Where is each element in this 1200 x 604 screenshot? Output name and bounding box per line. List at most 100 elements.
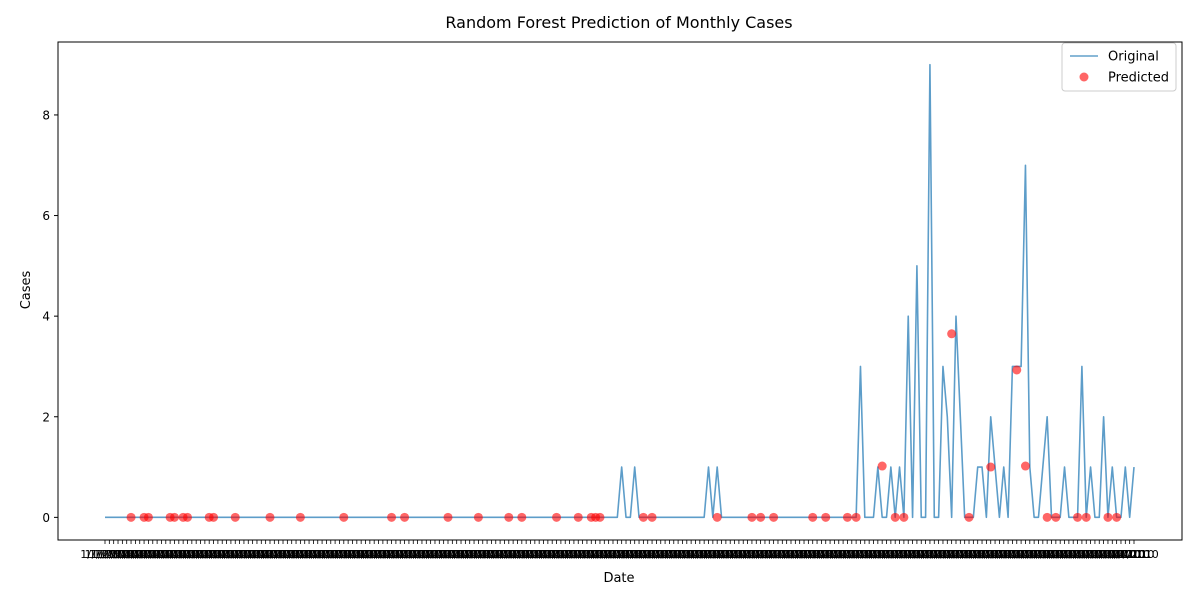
predicted-point [1103, 512, 1113, 522]
x-tick-label: 1/1/2010 [901, 548, 950, 561]
x-tick-label: 1/1/2010 [432, 548, 481, 561]
x-tick-label: 1/1/2010 [232, 548, 281, 561]
predicted-point [143, 512, 153, 522]
x-tick-label: 1/1/2010 [554, 548, 603, 561]
x-tick-label: 1/1/2010 [1018, 548, 1067, 561]
x-tick-label: 1/1/2010 [501, 548, 550, 561]
x-tick-label: 1/1/2010 [128, 548, 177, 561]
x-tick-label: 1/1/2010 [310, 548, 359, 561]
predicted-point [756, 512, 766, 522]
x-tick-label: 1/1/2010 [957, 548, 1006, 561]
y-tick-label: 2 [42, 410, 50, 424]
x-tick-label: 1/1/2010 [610, 548, 659, 561]
x-tick-label: 1/1/2010 [814, 548, 863, 561]
predicted-point [638, 512, 648, 522]
x-tick-label: 1/1/2010 [640, 548, 689, 561]
x-tick-label: 1/1/2010 [962, 548, 1011, 561]
x-tick-label: 1/1/2010 [840, 548, 889, 561]
predicted-point [1112, 512, 1122, 522]
x-tick-label: 1/1/2010 [766, 548, 815, 561]
x-tick-label: 1/1/2010 [593, 548, 642, 561]
x-tick-label: 1/1/2010 [245, 548, 294, 561]
x-tick-label: 1/1/2010 [849, 548, 898, 561]
x-tick-label: 1/1/2010 [445, 548, 494, 561]
x-tick-label: 1/1/2010 [1031, 548, 1080, 561]
x-tick-label: 1/1/2010 [1066, 548, 1115, 561]
x-tick-label: 1/1/2010 [853, 548, 902, 561]
x-tick-label: 1/1/2010 [706, 548, 755, 561]
x-tick-label: 1/1/2010 [749, 548, 798, 561]
x-tick-label: 1/1/2010 [884, 548, 933, 561]
x-tick-label: 1/1/2010 [801, 548, 850, 561]
x-tick-label: 1/1/2010 [571, 548, 620, 561]
x-tick-label: 1/1/2010 [1005, 548, 1054, 561]
x-tick-label: 1/1/2010 [198, 548, 247, 561]
x-tick-label: 1/1/2010 [1088, 548, 1137, 561]
x-tick-label: 1/1/2010 [888, 548, 937, 561]
x-tick-label: 1/1/2010 [992, 548, 1041, 561]
x-tick-label: 1/1/2010 [541, 548, 590, 561]
predicted-point [821, 512, 831, 522]
x-tick-label: 1/1/2010 [983, 548, 1032, 561]
x-tick-label: 1/1/2010 [727, 548, 776, 561]
x-tick-label: 1/1/2010 [714, 548, 763, 561]
x-tick-label: 1/1/2010 [784, 548, 833, 561]
x-tick-label: 1/1/2010 [614, 548, 663, 561]
x-tick-label: 1/1/2010 [719, 548, 768, 561]
x-tick-label: 1/1/2010 [367, 548, 416, 561]
y-axis-ticks: 0 2 4 6 8 [42, 108, 58, 525]
series-layer [105, 63, 1135, 522]
x-tick-label: 1/1/2010 [649, 548, 698, 561]
x-tick-label: 1/1/2010 [1001, 548, 1050, 561]
x-tick-label: 1/1/2010 [627, 548, 676, 561]
x-tick-label: 1/1/2010 [645, 548, 694, 561]
x-tick-label: 1/1/2010 [436, 548, 485, 561]
predicted-point [339, 512, 349, 522]
x-tick-label: 1/1/2010 [176, 548, 225, 561]
x-axis-ticks: 1/1/20101/1/20101/1/20101/1/20101/1/2010… [80, 540, 1159, 561]
x-tick-label: 1/1/2010 [415, 548, 464, 561]
x-tick-label: 1/1/2010 [441, 548, 490, 561]
predicted-point [1081, 512, 1091, 522]
x-tick-label: 1/1/2010 [458, 548, 507, 561]
x-tick-label: 1/1/2010 [580, 548, 629, 561]
x-tick-label: 1/1/2010 [740, 548, 789, 561]
legend-box [1061, 42, 1177, 92]
x-tick-label: 1/1/2010 [532, 548, 581, 561]
x-tick-label: 1/1/2010 [184, 548, 233, 561]
x-tick-label: 1/1/2010 [484, 548, 533, 561]
x-tick-label: 1/1/2010 [927, 548, 976, 561]
x-tick-label: 1/1/2010 [549, 548, 598, 561]
x-tick-label: 1/1/2010 [979, 548, 1028, 561]
predicted-point [573, 512, 583, 522]
x-tick-label: 1/1/2010 [263, 548, 312, 561]
x-tick-label: 1/1/2010 [584, 548, 633, 561]
x-tick-label: 1/1/2010 [910, 548, 959, 561]
x-tick-label: 1/1/2010 [619, 548, 668, 561]
x-tick-label: 1/1/2010 [1049, 548, 1098, 561]
x-tick-label: 1/1/2010 [284, 548, 333, 561]
x-tick-label: 1/1/2010 [163, 548, 212, 561]
x-tick-label: 1/1/2010 [805, 548, 854, 561]
predicted-point [647, 512, 657, 522]
x-tick-label: 1/1/2010 [953, 548, 1002, 561]
x-tick-label: 1/1/2010 [606, 548, 655, 561]
x-tick-label: 1/1/2010 [480, 548, 529, 561]
x-tick-label: 1/1/2010 [167, 548, 216, 561]
x-tick-label: 1/1/2010 [180, 548, 229, 561]
predicted-point [964, 512, 974, 522]
x-tick-label: 1/1/2010 [862, 548, 911, 561]
x-tick-label: 1/1/2010 [831, 548, 880, 561]
x-tick-label: 1/1/2010 [792, 548, 841, 561]
x-tick-label: 1/1/2010 [697, 548, 746, 561]
x-tick-label: 1/1/2010 [844, 548, 893, 561]
x-tick-label: 1/1/2010 [636, 548, 685, 561]
predicted-point [209, 512, 219, 522]
x-tick-label: 1/1/2010 [506, 548, 555, 561]
x-tick-label: 1/1/2010 [319, 548, 368, 561]
x-tick-label: 1/1/2010 [389, 548, 438, 561]
x-tick-label: 1/1/2010 [771, 548, 820, 561]
x-tick-label: 1/1/2010 [675, 548, 724, 561]
